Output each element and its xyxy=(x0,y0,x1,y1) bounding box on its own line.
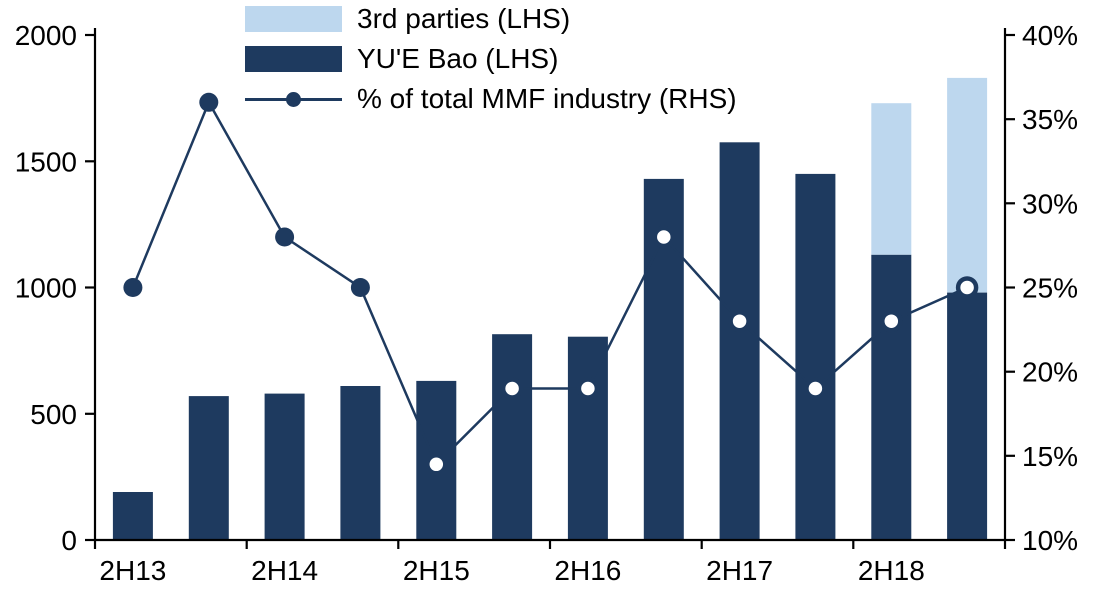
legend-item-yue-bao: YU'E Bao (LHS) xyxy=(245,44,737,74)
left-axis-tick-label: 1000 xyxy=(15,273,77,304)
left-axis-tick-label: 0 xyxy=(61,525,77,556)
legend-item-pct-mmf: % of total MMF industry (RHS) xyxy=(245,84,737,114)
line-marker-1H17 xyxy=(652,225,676,249)
left-axis-tick-label: 500 xyxy=(30,399,77,430)
bar-yue-bao-2H17 xyxy=(719,142,760,541)
line-marker-1H18 xyxy=(804,377,827,400)
x-axis-tick-label: 2H16 xyxy=(554,555,621,586)
line-marker-1H15 xyxy=(350,278,370,297)
line-marker-2H15 xyxy=(425,453,448,476)
line-marker-2H16 xyxy=(576,377,600,400)
x-axis-tick-label: 2H17 xyxy=(706,555,773,586)
line-pct-of-mmf-industry xyxy=(131,99,968,467)
bar-yue-bao-2H18 xyxy=(871,254,912,540)
legend-line-marker-icon xyxy=(245,86,342,112)
right-axis-tick-label: 35% xyxy=(1022,104,1078,135)
legend-swatch-3rd-parties-icon xyxy=(245,6,342,32)
right-axis-tick-label: 40% xyxy=(1022,20,1078,51)
line-marker-2H18 xyxy=(880,309,903,333)
x-axis-tick-label: 2H18 xyxy=(858,555,925,586)
bar-3rd-parties-2H18 xyxy=(871,103,912,255)
legend-item-3rd-parties: 3rd parties (LHS) xyxy=(245,4,737,34)
line-marker-1H16 xyxy=(500,377,524,400)
x-axis-tick-label: 2H15 xyxy=(403,555,470,586)
right-axis-tick-label: 20% xyxy=(1022,357,1078,388)
bar-yue-bao-1H14 xyxy=(188,396,229,540)
right-axis-tick-label: 30% xyxy=(1022,188,1078,219)
legend-label-3rd-parties: 3rd parties (LHS) xyxy=(357,3,571,34)
right-axis-tick-label: 10% xyxy=(1022,525,1078,556)
bar-yue-bao-1H15 xyxy=(340,386,381,540)
right-axis-tick-label: 25% xyxy=(1022,273,1078,304)
chart-legend: 3rd parties (LHS) YU'E Bao (LHS) % of to… xyxy=(245,4,737,114)
line-marker-1H14 xyxy=(199,92,219,112)
bar-yue-bao-2H16 xyxy=(567,336,608,540)
line-marker-1H19 xyxy=(955,276,979,299)
line-marker-2H17 xyxy=(728,309,751,333)
bar-yue-bao-2H13 xyxy=(112,492,153,540)
line-marker-2H14 xyxy=(275,227,295,247)
bar-3rd-parties-1H19 xyxy=(947,77,988,293)
x-axis-tick-label: 2H14 xyxy=(251,555,318,586)
legend-label-yue-bao: YU'E Bao (LHS) xyxy=(357,43,559,74)
left-axis-tick-label: 2000 xyxy=(15,20,77,51)
legend-swatch-yue-bao-icon xyxy=(245,46,342,72)
right-axis-tick-label: 15% xyxy=(1022,441,1078,472)
line-marker-2H13 xyxy=(123,278,143,297)
bar-yue-bao-1H18 xyxy=(795,173,836,540)
left-axis-tick-label: 1500 xyxy=(15,146,77,177)
bar-yue-bao-1H19 xyxy=(947,292,988,540)
x-axis-tick-label: 2H13 xyxy=(99,555,166,586)
legend-label-pct-mmf: % of total MMF industry (RHS) xyxy=(357,83,737,114)
bar-yue-bao-2H14 xyxy=(264,393,305,540)
bar-yue-bao-1H16 xyxy=(492,334,533,540)
